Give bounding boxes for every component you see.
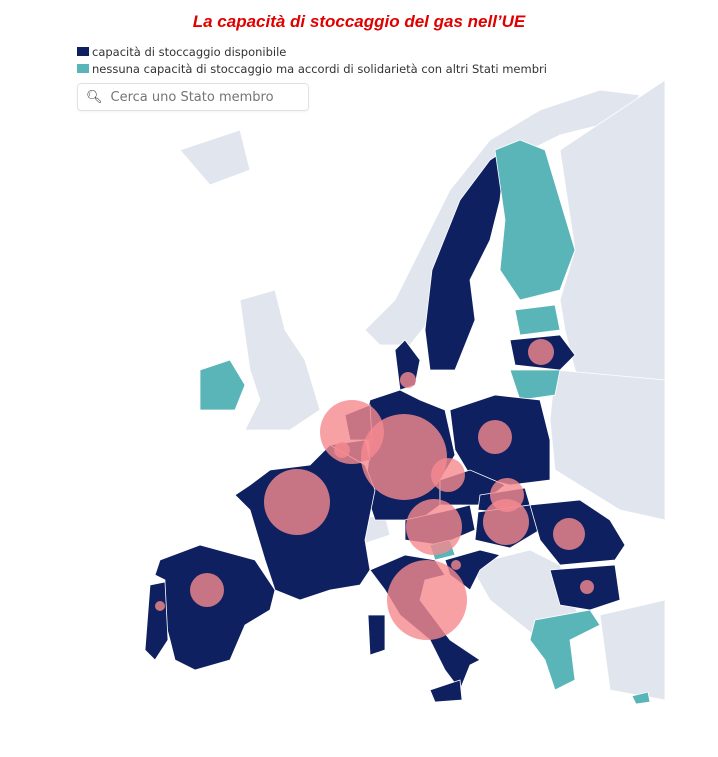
non-eu-east [549,369,666,521]
country-finland[interactable] [494,139,576,301]
country-portugal[interactable] [144,581,169,661]
storage-bubble-denmark[interactable] [400,372,416,388]
country-spain[interactable] [154,544,276,671]
storage-bubble-italy[interactable] [387,560,467,640]
storage-bubble-france[interactable] [264,469,330,535]
legend-label: capacità di stoccaggio disponibile [92,45,287,59]
non-eu-uk [239,289,321,431]
storage-bubble-netherlands[interactable] [320,400,384,464]
country-italy[interactable] [367,614,386,656]
search-input[interactable] [108,88,303,106]
storage-bubble-spain[interactable] [190,573,224,607]
legend-item-storage: capacità di stoccaggio disponibile [77,44,547,61]
legend-label: nessuna capacità di stoccaggio ma accord… [92,62,547,76]
non-eu-turkey [599,599,666,701]
storage-bubble-romania[interactable] [553,518,585,550]
storage-bubble-portugal[interactable] [155,601,165,611]
non-eu-russia [559,79,666,421]
search-icon: 🔍︎ [86,89,103,104]
map-title: La capacità di stoccaggio del gas nell’U… [192,12,526,31]
search-box[interactable]: 🔍︎ [77,83,309,111]
storage-bubble-croatia[interactable] [451,560,461,570]
non-eu-iceland [179,129,251,186]
storage-bubble-czechia[interactable] [431,458,465,492]
country-estonia[interactable] [514,304,561,336]
country-sweden[interactable] [424,149,506,371]
storage-bubble-hungary[interactable] [483,499,529,545]
storage-bubble-belgium[interactable] [334,442,350,458]
storage-bubble-austria[interactable] [406,499,462,555]
country-cyprus[interactable] [631,691,651,705]
legend-swatch [77,64,89,73]
storage-bubble-bulgaria[interactable] [580,580,594,594]
legend-swatch [77,47,89,56]
country-ireland[interactable] [199,359,246,411]
country-italy[interactable] [429,679,463,703]
legend: capacità di stoccaggio disponibile nessu… [77,44,547,78]
country-greece[interactable] [529,609,601,691]
country-lithuania[interactable] [509,369,561,401]
storage-bubble-latvia[interactable] [528,339,554,365]
storage-bubble-poland[interactable] [478,420,512,454]
legend-item-solidarity: nessuna capacità di stoccaggio ma accord… [77,61,547,78]
